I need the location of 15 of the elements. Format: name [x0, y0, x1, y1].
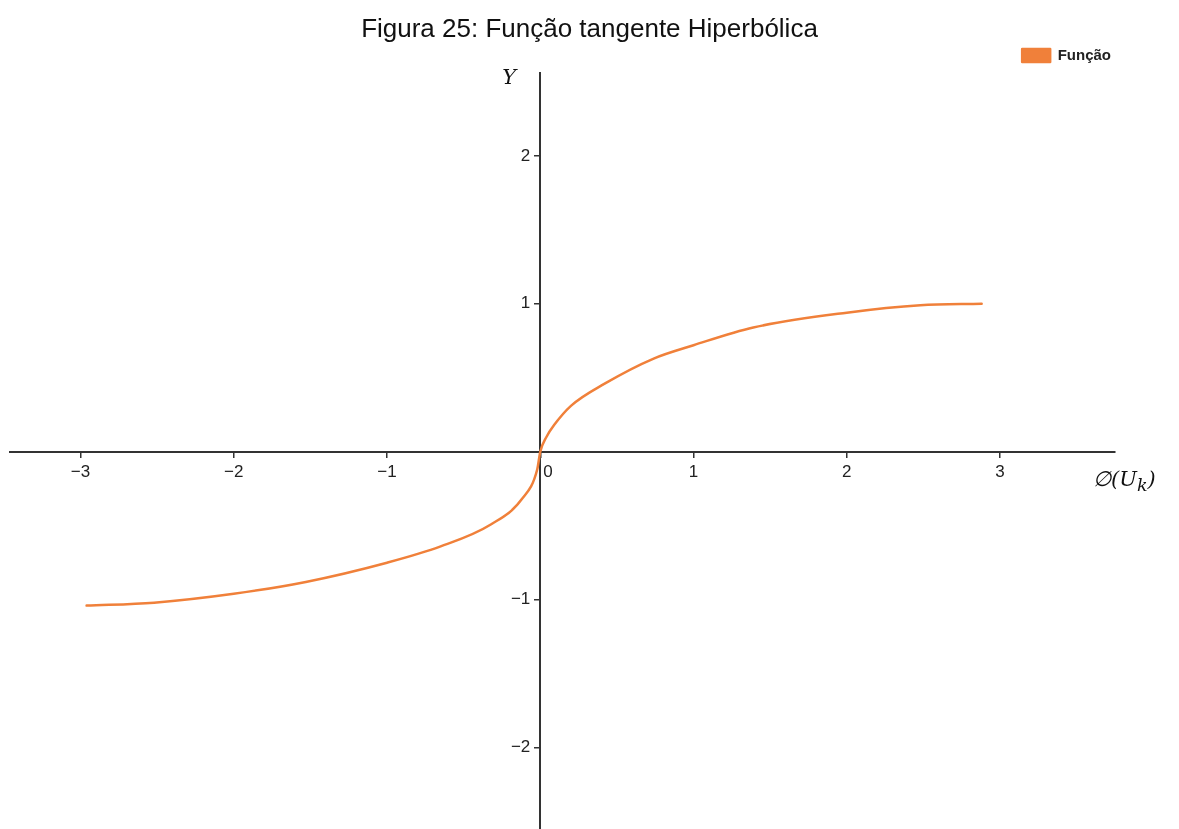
x-tick-label: −3 [70, 461, 91, 481]
legend-label: Função [1057, 45, 1112, 63]
x-axis-title: ∅(U$_{k}$) [1093, 466, 1156, 495]
y-tick-label: 2 [520, 145, 531, 165]
y-tick-label: 1 [520, 293, 531, 313]
x-tick-label: 0 [543, 461, 553, 481]
x-tick-label: −1 [377, 461, 397, 481]
x-tick-label: 2 [842, 461, 852, 481]
x-tick-label: −2 [224, 461, 244, 481]
y-axis-title: Y [502, 65, 517, 89]
y-tick-label: −2 [510, 737, 531, 757]
y-tick-label: −1 [510, 589, 531, 609]
x-tick-label: 3 [995, 461, 1005, 481]
chart-title: Figura 25: Função tangente Hiperbólica [360, 12, 819, 44]
x-tick-label: 1 [688, 461, 699, 481]
